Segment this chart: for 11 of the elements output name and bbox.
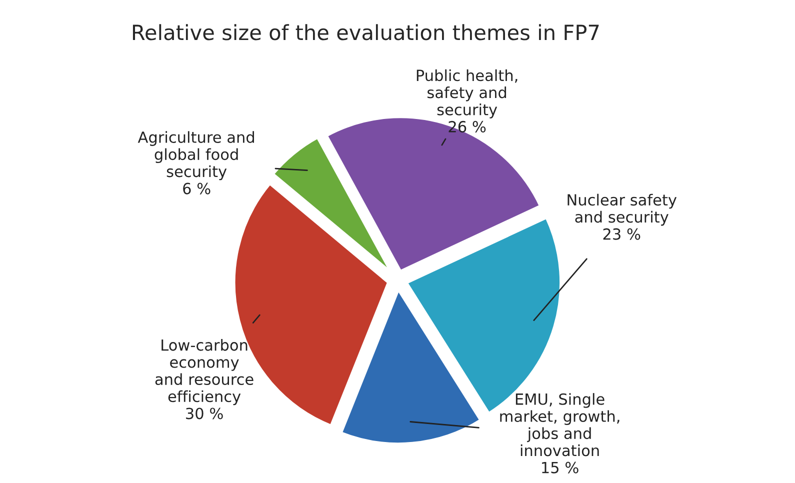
- slice-label: Low-carbon economy and resource efficiency: [155, 338, 254, 406]
- slice-label: Nuclear safety and security: [568, 194, 677, 226]
- chart-title: Relative size of the evaluation themes in FP7: [132, 24, 599, 40]
- data-label: 15 %: [542, 462, 578, 474]
- data-label: 30 %: [186, 408, 223, 420]
- data-label: 26 %: [448, 120, 486, 132]
- slice-label: Public health, safety and security: [416, 69, 518, 118]
- slice-label: EMU, Single market, growth, jobs and innovation: [500, 393, 620, 456]
- data-label: 6 %: [183, 182, 210, 194]
- slice-label: Agriculture and global food security: [138, 131, 254, 180]
- data-label: 23 %: [603, 228, 640, 240]
